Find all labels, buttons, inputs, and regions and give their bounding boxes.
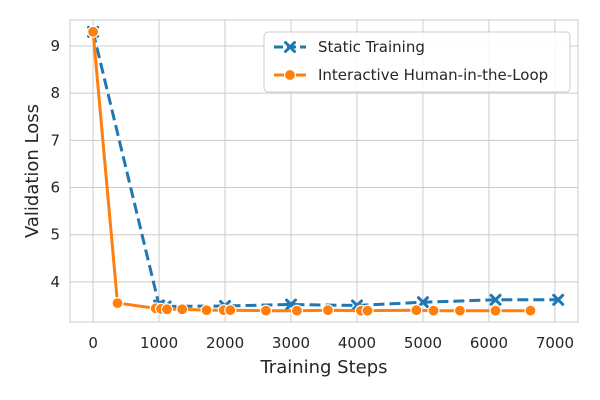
legend-marker: [283, 68, 297, 82]
y-axis-label: Validation Loss: [22, 104, 43, 238]
data-point: [427, 304, 440, 317]
data-point: [524, 304, 537, 317]
data-point: [160, 303, 174, 316]
plot-frame: [69, 19, 579, 323]
data-point: [552, 293, 565, 306]
y-tick-label: 4: [50, 273, 60, 291]
y-tick-label: 5: [50, 226, 60, 244]
data-point: [361, 304, 374, 317]
x-tick-label: 2000: [206, 334, 244, 352]
data-point: [290, 304, 304, 317]
data-point: [416, 296, 429, 309]
legend: Static Training Interactive Human-in-the-…: [263, 31, 571, 93]
series: [86, 25, 565, 317]
x-tick-labels: 0 1000 2000 3000 4000 5000 6000 7000: [88, 334, 574, 352]
legend-item: Static Training: [274, 38, 425, 56]
data-point: [489, 293, 502, 306]
legend-item: Interactive Human-in-the-Loop: [274, 66, 548, 84]
x-tick-label: 0: [88, 334, 98, 352]
data-point: [453, 304, 467, 317]
data-point: [489, 304, 502, 317]
data-point: [224, 304, 237, 317]
x-tick-label: 6000: [470, 334, 508, 352]
y-tick-label: 8: [50, 84, 60, 102]
x-axis-label: Training Steps: [259, 357, 387, 378]
y-tick-label: 7: [50, 131, 60, 149]
legend-label: Interactive Human-in-the-Loop: [318, 66, 548, 84]
legend-box: [263, 31, 571, 93]
x-tick-label: 7000: [536, 334, 574, 352]
series-2: [86, 25, 537, 317]
x-tick-label: 3000: [272, 334, 310, 352]
x-tick-label: 4000: [338, 334, 376, 352]
data-point: [321, 304, 335, 317]
data-point: [259, 304, 273, 317]
y-tick-label: 6: [50, 179, 60, 197]
y-tick-labels: 4 5 6 7 8 9: [50, 37, 60, 291]
data-point: [176, 303, 189, 316]
x-tick-label: 1000: [140, 334, 178, 352]
data-point: [111, 297, 124, 310]
data-point: [86, 25, 100, 38]
y-tick-label: 9: [50, 37, 60, 55]
legend-marker: [284, 41, 296, 53]
series-line: [91, 31, 559, 308]
data-point: [410, 304, 423, 317]
x-tick-label: 5000: [404, 334, 442, 352]
data-point: [200, 304, 213, 317]
legend-label: Static Training: [318, 38, 425, 56]
